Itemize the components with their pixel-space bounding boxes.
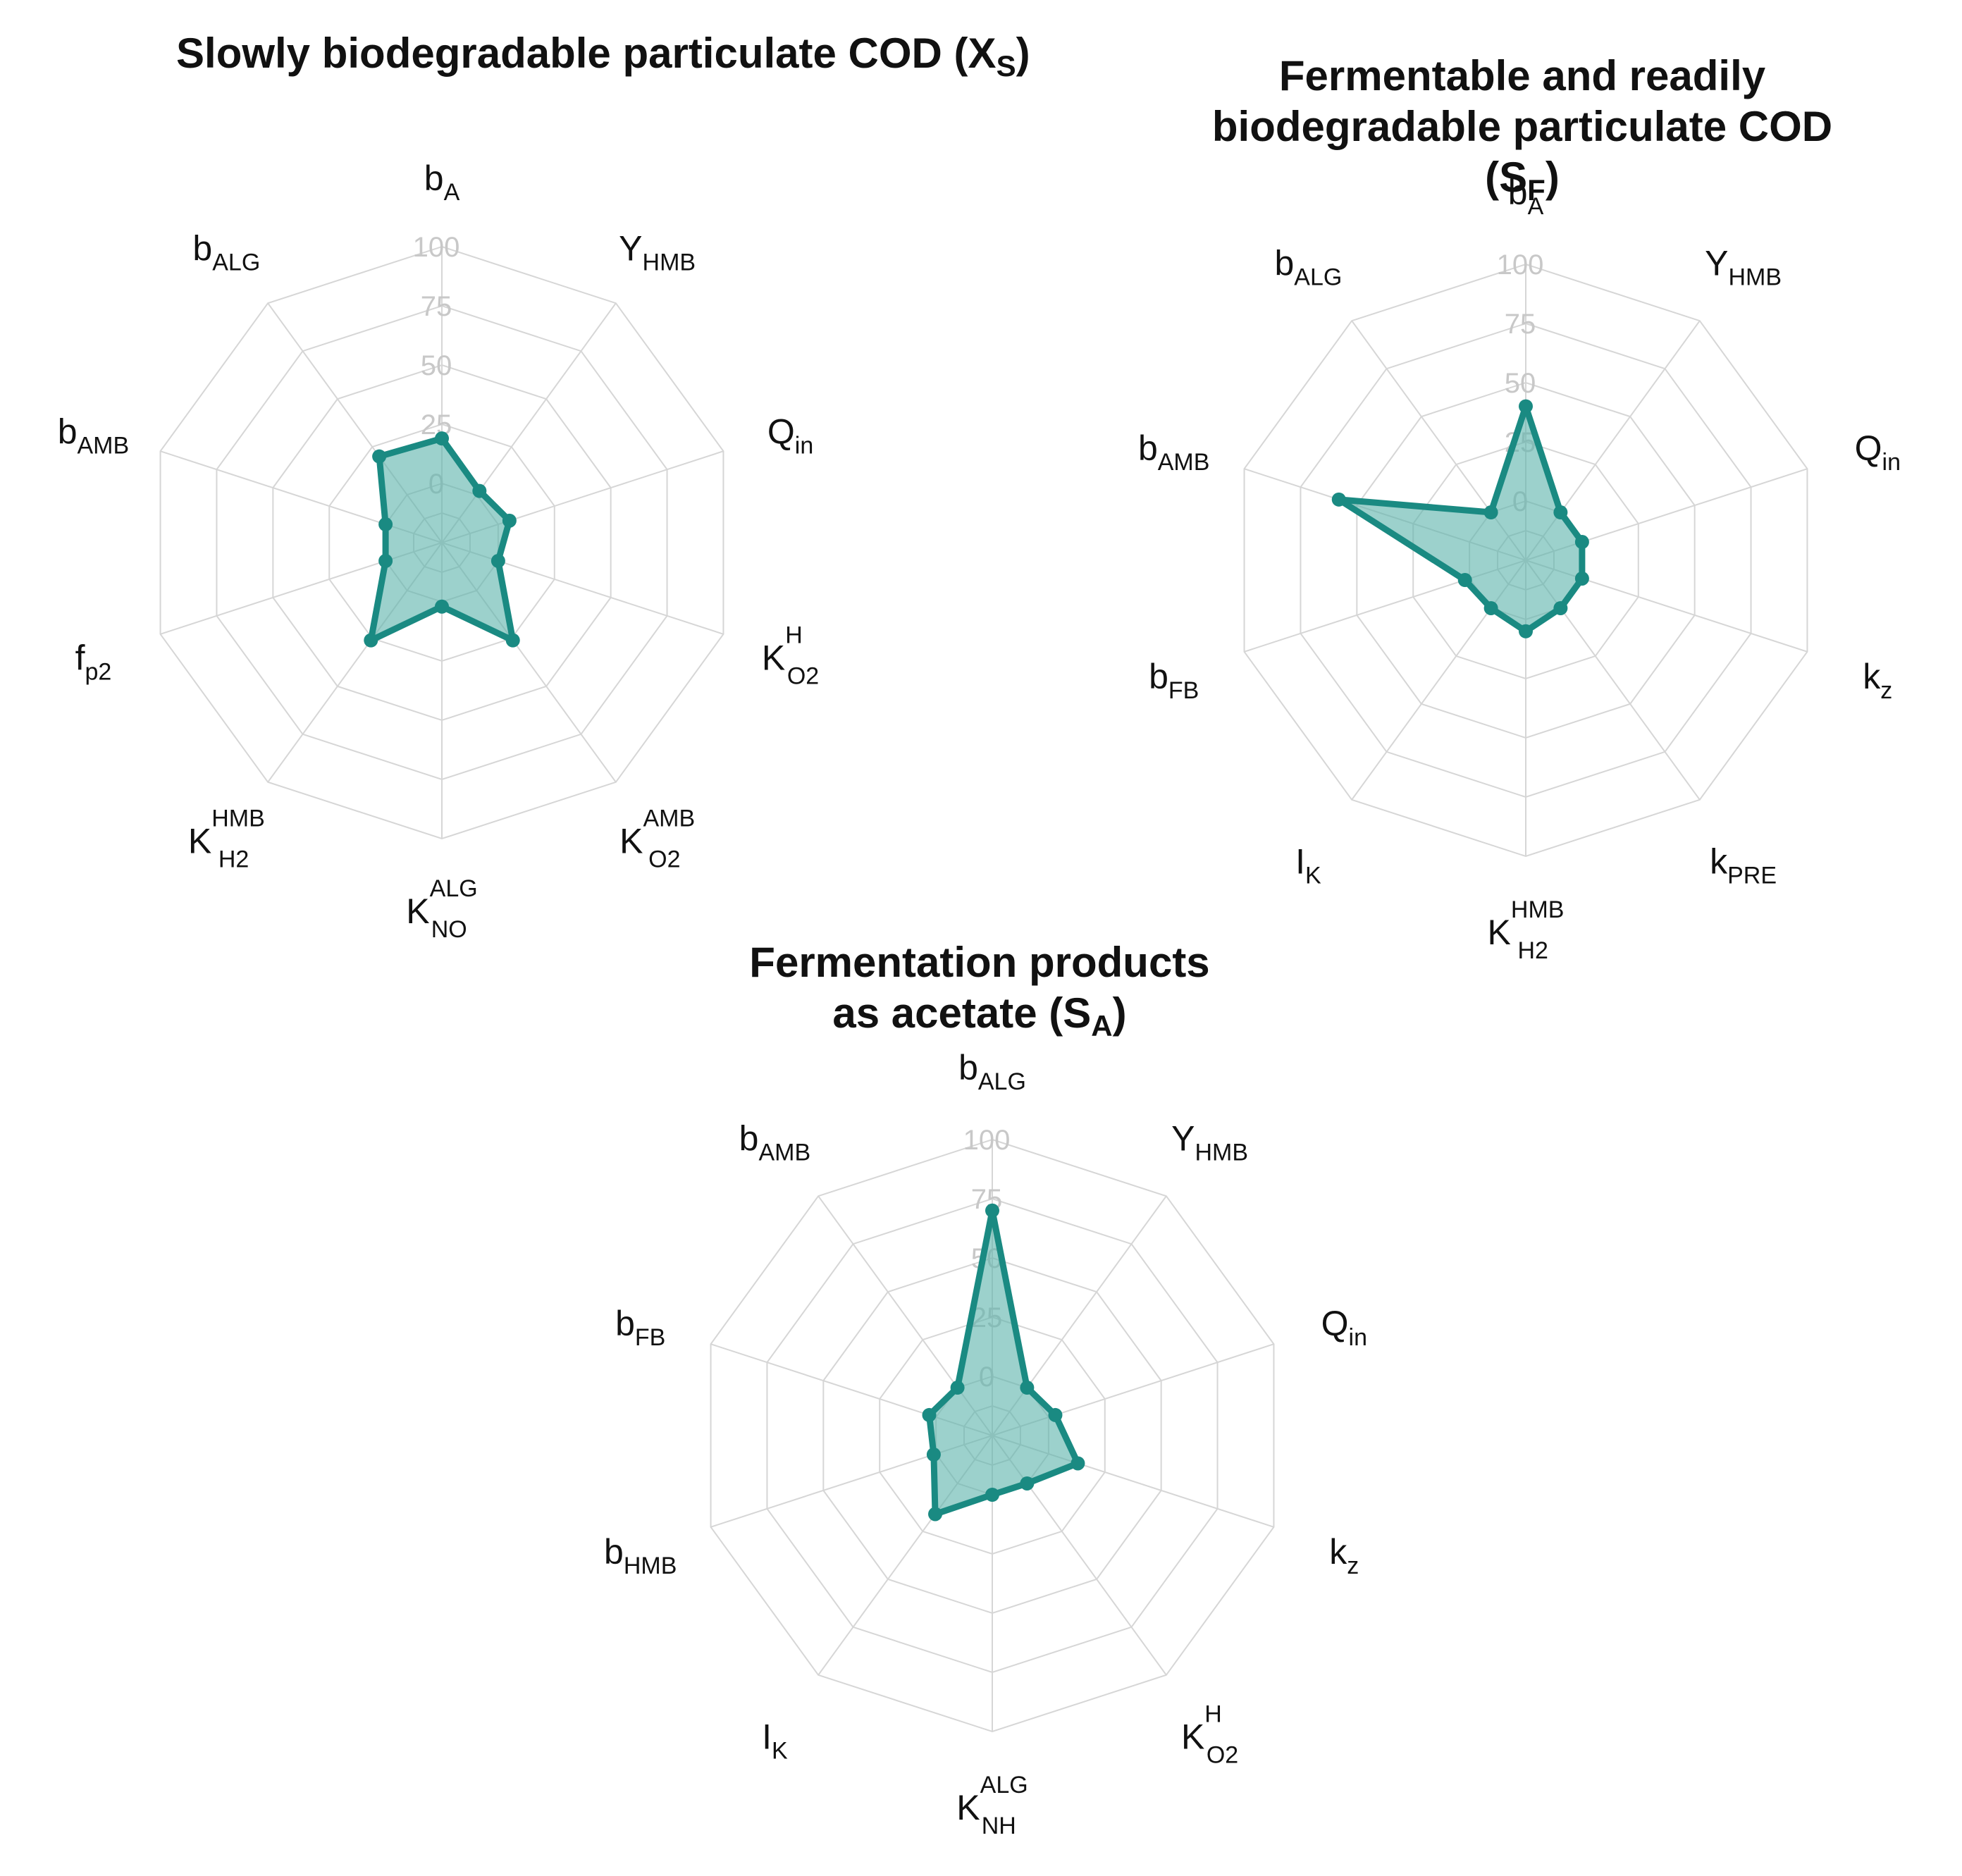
axis-label-8: bFB <box>615 1304 665 1351</box>
data-point-2 <box>502 513 517 528</box>
data-point-6 <box>928 1507 943 1522</box>
data-point-3 <box>1574 571 1589 586</box>
tick-label-75: 75 <box>1505 309 1536 340</box>
data-point-7 <box>926 1447 941 1462</box>
radar-chart-sf: 0255075100bAYHMBQinkzkPREKHMBH2IKbFBbAMB… <box>1138 173 1901 964</box>
axis-label-8: bAMB <box>58 412 130 459</box>
data-point-9 <box>1483 505 1498 520</box>
data-point-2 <box>1574 535 1589 550</box>
axis-label-1: YHMB <box>1705 243 1782 290</box>
chart-title-xs-subscript: S <box>996 49 1016 82</box>
data-point-0 <box>985 1203 999 1218</box>
axis-label-5: KHMB H2 <box>1488 896 1565 964</box>
data-point-1 <box>472 483 487 498</box>
data-point-9 <box>372 449 387 464</box>
data-point-3 <box>1071 1456 1085 1471</box>
axis-label-5: KALG NH <box>956 1772 1028 1839</box>
data-point-1 <box>1020 1381 1035 1395</box>
data-point-7 <box>1457 573 1472 588</box>
data-area <box>926 1207 1081 1517</box>
chart-title-sf-text: Fermentable and readily biodegradable pa… <box>1211 52 1833 201</box>
data-point-5 <box>435 599 449 614</box>
axis-label-6: IK <box>1295 842 1321 889</box>
axis-label-0: bALG <box>958 1048 1026 1095</box>
data-point-8 <box>1331 492 1346 507</box>
axis-label-6: IK <box>762 1717 788 1765</box>
tick-label-100: 100 <box>1497 249 1544 280</box>
axis-label-9: bALG <box>1274 243 1342 290</box>
data-point-5 <box>1519 624 1533 638</box>
axis-label-0: bA <box>1508 173 1544 220</box>
axis-label-0: bA <box>424 159 460 206</box>
chart-title-sa-close: ) <box>1112 989 1127 1037</box>
axis-label-4: kPRE <box>1710 842 1777 889</box>
tick-label-50: 50 <box>421 350 452 381</box>
data-point-3 <box>490 553 505 568</box>
tick-label-75: 75 <box>421 291 452 322</box>
data-point-0 <box>435 431 449 446</box>
tick-label-100: 100 <box>413 232 460 263</box>
chart-title-xs: Slowly biodegradable particulate COD (XS… <box>176 28 1030 92</box>
chart-title-sf: Fermentable and readily biodegradable pa… <box>1170 51 1875 216</box>
axis-label-1: YHMB <box>619 228 696 276</box>
axis-label-7: fp2 <box>75 638 112 686</box>
data-point-4 <box>505 633 520 648</box>
axis-label-2: Qin <box>767 412 813 459</box>
axis-label-3: KH O2 <box>762 622 819 690</box>
axis-label-1: YHMB <box>1171 1118 1248 1166</box>
radar-chart-xs: 0255075100bAYHMBQinKHO2KAMBO2KALGNOKHMBH… <box>58 159 819 943</box>
data-area <box>1335 403 1586 635</box>
data-point-7 <box>378 553 393 568</box>
tick-label-50: 50 <box>1505 368 1536 399</box>
axis-label-2: Qin <box>1855 428 1901 476</box>
data-point-6 <box>364 633 378 648</box>
chart-title-sa: Fermentation products as acetate (SA) <box>726 937 1233 1051</box>
chart-title-sf-close: ) <box>1545 154 1560 201</box>
data-point-8 <box>378 517 393 532</box>
chart-title-sf-subscript: F <box>1527 173 1545 206</box>
axis-label-4: KH O2 <box>1181 1701 1238 1769</box>
axis-label-8: bAMB <box>1138 428 1210 476</box>
axis-label-9: bAMB <box>739 1118 811 1166</box>
axis-label-9: bALG <box>192 228 260 276</box>
radar-chart-sa: 0255075100bALGYHMBQinkzKHO2KALGNHIKbHMBb… <box>604 1048 1367 1839</box>
data-point-2 <box>1048 1407 1063 1422</box>
data-point-1 <box>1553 505 1568 520</box>
data-point-4 <box>1553 600 1568 615</box>
axis-label-7: bFB <box>1149 657 1199 704</box>
axis-label-3: kz <box>1329 1532 1359 1579</box>
axis-label-7: bHMB <box>604 1532 677 1579</box>
chart-title-sa-text: Fermentation products as acetate (S <box>749 939 1210 1037</box>
axis-label-2: Qin <box>1321 1304 1367 1351</box>
axis-label-5: KALG NO <box>406 875 477 943</box>
data-point-0 <box>1519 399 1533 414</box>
axis-label-4: KAMB O2 <box>619 806 695 873</box>
data-point-8 <box>922 1407 937 1422</box>
axis-label-6: KHMB H2 <box>188 806 265 873</box>
chart-title-sa-subscript: A <box>1091 1009 1113 1042</box>
data-point-9 <box>950 1381 965 1395</box>
chart-title-xs-text: Slowly biodegradable particulate COD (X <box>176 30 997 77</box>
chart-title-xs-close: ) <box>1016 30 1030 77</box>
data-point-4 <box>1020 1476 1035 1491</box>
data-point-5 <box>985 1488 999 1502</box>
axis-label-3: kz <box>1863 657 1892 704</box>
data-point-6 <box>1483 600 1498 615</box>
tick-label-100: 100 <box>963 1125 1011 1156</box>
